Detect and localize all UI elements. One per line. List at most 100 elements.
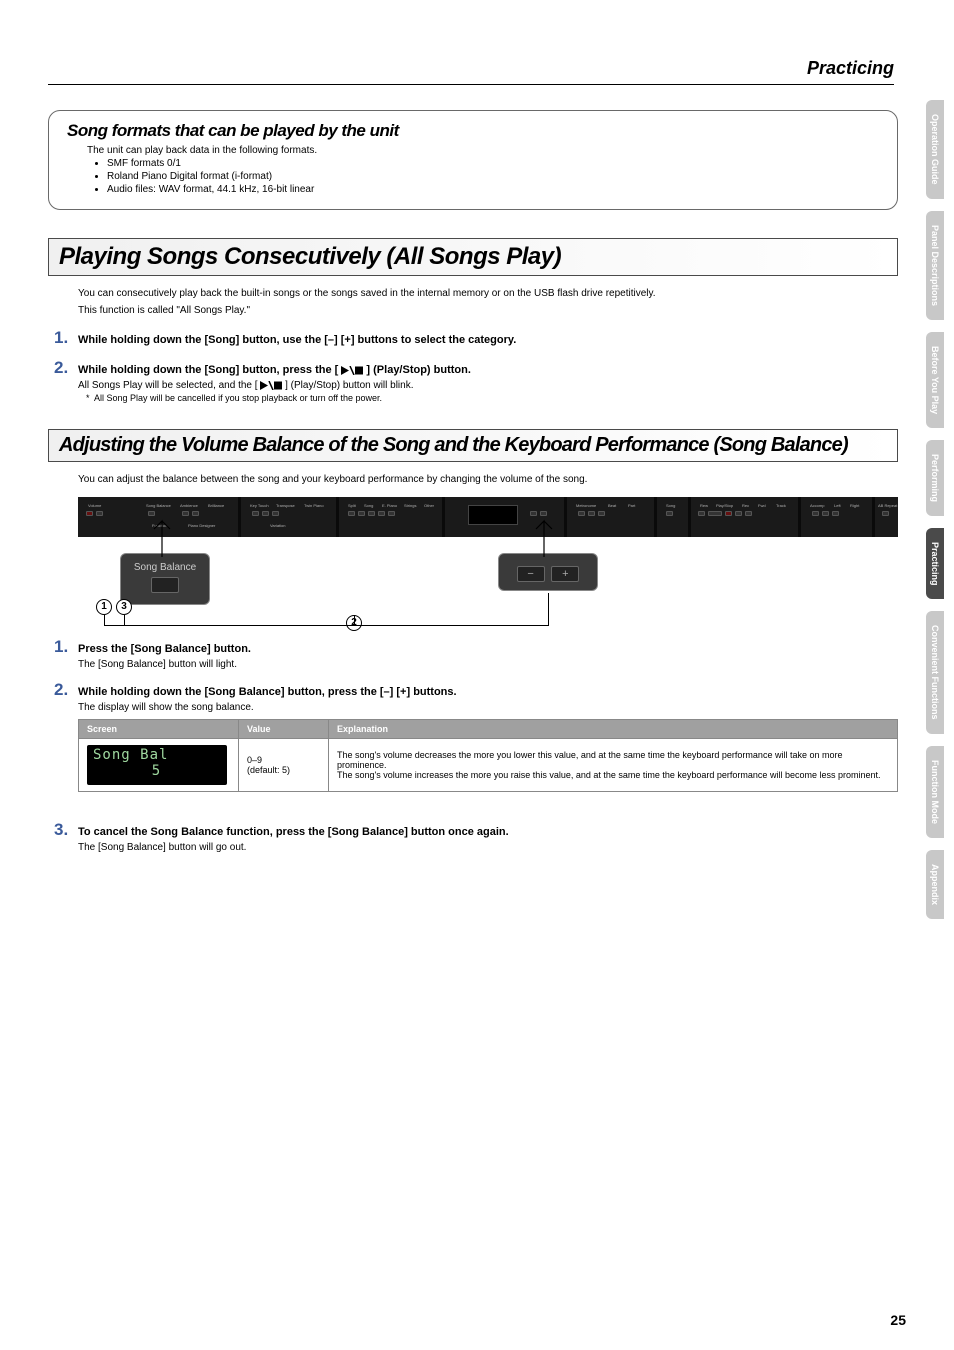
side-tab-panel-descriptions[interactable]: Panel Descriptions xyxy=(926,211,944,320)
explanation-line: The song's volume increases the more you… xyxy=(337,770,889,780)
panel-label: E. Piano xyxy=(382,503,397,508)
panel-label: Twin Piano xyxy=(304,503,324,508)
step-note: * All Song Play will be cancelled if you… xyxy=(86,393,898,403)
lcd-display: Song Bal 5 xyxy=(87,745,227,785)
section-heading-text: Playing Songs Consecutively (All Songs P… xyxy=(59,243,887,271)
page-header-title: Practicing xyxy=(807,58,894,79)
panel-label: Ambience xyxy=(180,503,198,508)
panel-label: Strings xyxy=(404,503,416,508)
info-box-subtitle: The unit can play back data in the follo… xyxy=(87,145,879,156)
explanation-line: The song's volume decreases the more you… xyxy=(337,750,889,770)
side-tab-practicing[interactable]: Practicing xyxy=(926,528,944,600)
side-tab-appendix[interactable]: Appendix xyxy=(926,850,944,919)
panel-label: Rec xyxy=(742,503,749,508)
info-box-list: SMF formats 0/1 Roland Piano Digital for… xyxy=(107,158,879,195)
section-heading-text: Adjusting the Volume Balance of the Song… xyxy=(59,434,887,457)
panel-label: Other xyxy=(424,503,434,508)
callout-song-balance: Song Balance xyxy=(120,553,210,605)
panel-label: Beat xyxy=(608,503,616,508)
step-number: 2. xyxy=(54,680,72,700)
panel-button xyxy=(598,511,605,516)
info-box-title: Song formats that can be played by the u… xyxy=(67,121,879,141)
callout-button-fake xyxy=(151,577,179,593)
step-number: 3. xyxy=(54,820,72,840)
callout-line xyxy=(104,625,548,626)
panel-button xyxy=(666,511,673,516)
panel-button xyxy=(588,511,595,516)
panel-gap xyxy=(688,497,691,537)
step-sub: The [Song Balance] button will go out. xyxy=(78,842,898,853)
panel-gap xyxy=(442,497,445,537)
page-number: 25 xyxy=(890,1312,906,1328)
panel-label: Song Balance xyxy=(146,503,171,508)
panel-label: Volume xyxy=(88,503,101,508)
panel-gap xyxy=(654,497,657,537)
callout-circle-3: 3 xyxy=(116,599,132,615)
paragraph: You can adjust the balance between the s… xyxy=(78,472,898,487)
side-tab-convenient-functions[interactable]: Convenient Functions xyxy=(926,611,944,734)
panel-label: Variation xyxy=(270,523,286,528)
panel-gap xyxy=(798,497,801,537)
step-text: While holding down the [Song Balance] bu… xyxy=(78,686,457,698)
panel-label: Brilliance xyxy=(208,503,224,508)
callout-line xyxy=(104,615,105,625)
header-rule xyxy=(48,84,894,85)
side-tab-function-mode[interactable]: Function Mode xyxy=(926,746,944,838)
side-tab-performing[interactable]: Performing xyxy=(926,440,944,516)
panel-button xyxy=(252,511,259,516)
play-stop-icon xyxy=(341,366,363,375)
panel-button xyxy=(272,511,279,516)
list-item: Audio files: WAV format, 44.1 kHz, 16-bi… xyxy=(107,184,879,195)
side-tabs: Operation Guide Panel Descriptions Befor… xyxy=(926,100,954,931)
step-sub: The [Song Balance] button will light. xyxy=(78,659,898,670)
panel-gap xyxy=(872,497,875,537)
step-text: While holding down the [Song] button, us… xyxy=(78,334,516,346)
panel-label: Split xyxy=(348,503,356,508)
callout-line xyxy=(548,593,549,626)
paragraph: This function is called "All Songs Play.… xyxy=(78,303,898,318)
panel-label: Song xyxy=(364,503,373,508)
step-1: 1. Press the [Song Balance] button. xyxy=(54,637,898,657)
panel-button xyxy=(578,511,585,516)
step-text-part: While holding down the [Song] button, pr… xyxy=(78,364,341,376)
value-default: (default: 5) xyxy=(247,765,320,775)
panel-label: Right xyxy=(850,503,859,508)
callout-circle-1: 1 xyxy=(96,599,112,615)
panel-button xyxy=(882,511,889,516)
panel-label: Metronome xyxy=(576,503,596,508)
panel-gap xyxy=(564,497,567,537)
panel-button xyxy=(822,511,829,516)
step-number: 1. xyxy=(54,328,72,348)
panel-button xyxy=(378,511,385,516)
callout-pointer xyxy=(152,515,172,559)
step-1: 1. While holding down the [Song] button,… xyxy=(54,328,898,348)
panel-button xyxy=(725,511,732,516)
step-sub: All Songs Play will be selected, and the… xyxy=(78,380,898,391)
panel-button xyxy=(358,511,365,516)
panel-illustration: Volume Song Balance Ambience Brilliance … xyxy=(78,497,898,627)
step-sub-part: ] (Play/Stop) button will blink. xyxy=(285,380,413,391)
panel-label: Part xyxy=(628,503,635,508)
callout-pointer xyxy=(534,515,554,559)
step-sub: The display will show the song balance. xyxy=(78,702,898,713)
paragraph: You can consecutively play back the buil… xyxy=(78,286,898,301)
panel-button xyxy=(832,511,839,516)
side-tab-before-you-play[interactable]: Before You Play xyxy=(926,332,944,428)
panel-label: Accomp xyxy=(810,503,824,508)
list-item: Roland Piano Digital format (i-format) xyxy=(107,171,879,182)
panel-label: Play/Stop xyxy=(716,503,733,508)
step-text: While holding down the [Song] button, pr… xyxy=(78,364,471,376)
callout-label: Song Balance xyxy=(131,562,199,573)
step-number: 1. xyxy=(54,637,72,657)
section-heading: Playing Songs Consecutively (All Songs P… xyxy=(48,238,898,276)
panel-label: Piano Designer xyxy=(188,523,215,528)
side-tab-operation-guide[interactable]: Operation Guide xyxy=(926,100,944,199)
panel-button xyxy=(86,511,93,516)
panel-button xyxy=(388,511,395,516)
panel-button xyxy=(182,511,189,516)
table-header: Screen xyxy=(79,720,239,739)
panel-display xyxy=(468,505,518,525)
play-stop-icon xyxy=(260,381,282,390)
step-2: 2. While holding down the [Song Balance]… xyxy=(54,680,898,700)
step-3: 3. To cancel the Song Balance function, … xyxy=(54,820,898,840)
